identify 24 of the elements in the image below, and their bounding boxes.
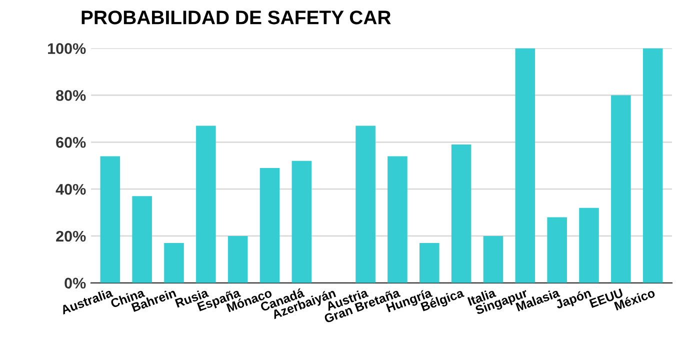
- bar: [356, 126, 376, 283]
- bar: [196, 126, 216, 283]
- bar: [547, 217, 567, 283]
- y-tick-label: 0%: [64, 278, 86, 289]
- bar: [388, 156, 408, 283]
- bar: [451, 144, 472, 283]
- bar: [260, 168, 280, 283]
- y-tick-label: 40%: [56, 184, 86, 195]
- bar: [100, 156, 120, 283]
- y-tick-label: 20%: [56, 230, 86, 242]
- chart-title: PROBABILIDAD DE SAFETY CAR: [82, 10, 391, 24]
- y-tick-label: 100%: [48, 43, 86, 54]
- bar: [132, 196, 152, 283]
- bar: [579, 208, 599, 283]
- y-tick-label: 80%: [56, 90, 86, 101]
- bar: [419, 243, 440, 283]
- y-tick-label: 60%: [56, 137, 86, 148]
- bar: [642, 48, 663, 283]
- bar: [483, 236, 504, 283]
- bar: [228, 236, 248, 283]
- bar: [515, 48, 536, 283]
- bar: [292, 160, 312, 283]
- bar: [611, 95, 631, 283]
- bar: [164, 243, 184, 283]
